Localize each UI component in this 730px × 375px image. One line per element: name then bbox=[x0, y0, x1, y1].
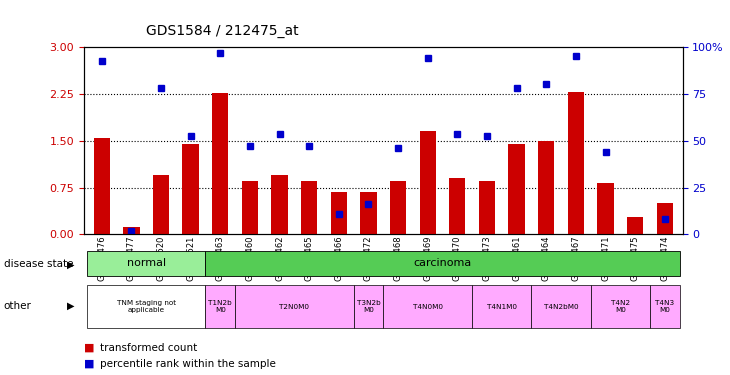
Text: T4N0M0: T4N0M0 bbox=[412, 304, 442, 310]
Text: T4N1M0: T4N1M0 bbox=[487, 304, 517, 310]
Bar bbox=[182, 144, 199, 234]
Bar bbox=[235, 285, 353, 328]
Bar bbox=[627, 217, 643, 234]
Bar bbox=[123, 227, 139, 234]
Bar bbox=[205, 251, 680, 276]
Bar bbox=[449, 178, 466, 234]
Text: ■: ■ bbox=[84, 359, 94, 369]
Bar bbox=[361, 192, 377, 234]
Bar bbox=[331, 192, 347, 234]
Text: T1N2b
M0: T1N2b M0 bbox=[208, 300, 232, 313]
Bar bbox=[353, 285, 383, 328]
Bar bbox=[472, 285, 531, 328]
Text: T4N2bM0: T4N2bM0 bbox=[544, 304, 578, 310]
Text: ▶: ▶ bbox=[67, 260, 74, 269]
Bar bbox=[479, 181, 495, 234]
Bar bbox=[205, 285, 235, 328]
Bar bbox=[87, 285, 205, 328]
Text: T3N2b
M0: T3N2b M0 bbox=[356, 300, 380, 313]
Text: disease state: disease state bbox=[4, 260, 73, 269]
Bar bbox=[212, 93, 228, 234]
Text: ■: ■ bbox=[84, 343, 94, 353]
Text: GDS1584 / 212475_at: GDS1584 / 212475_at bbox=[146, 24, 299, 38]
Bar bbox=[153, 175, 169, 234]
Text: carcinoma: carcinoma bbox=[413, 258, 472, 268]
Bar bbox=[383, 285, 472, 328]
Bar bbox=[538, 141, 554, 234]
Text: TNM staging not
applicable: TNM staging not applicable bbox=[117, 300, 176, 313]
Text: transformed count: transformed count bbox=[100, 343, 197, 353]
Bar bbox=[568, 92, 584, 234]
Bar bbox=[656, 203, 673, 234]
Bar bbox=[597, 183, 614, 234]
Text: normal: normal bbox=[126, 258, 166, 268]
Text: T2N0M0: T2N0M0 bbox=[280, 304, 310, 310]
Bar bbox=[242, 181, 258, 234]
Text: ▶: ▶ bbox=[67, 301, 74, 310]
Bar bbox=[509, 144, 525, 234]
Bar bbox=[93, 138, 110, 234]
Bar bbox=[87, 251, 205, 276]
Text: T4N2
M0: T4N2 M0 bbox=[611, 300, 630, 313]
Bar bbox=[301, 181, 318, 234]
Text: other: other bbox=[4, 301, 31, 310]
Bar bbox=[272, 175, 288, 234]
Bar bbox=[650, 285, 680, 328]
Bar bbox=[531, 285, 591, 328]
Bar bbox=[591, 285, 650, 328]
Text: percentile rank within the sample: percentile rank within the sample bbox=[100, 359, 276, 369]
Text: T4N3
M0: T4N3 M0 bbox=[656, 300, 675, 313]
Bar bbox=[390, 181, 406, 234]
Bar bbox=[420, 131, 436, 234]
